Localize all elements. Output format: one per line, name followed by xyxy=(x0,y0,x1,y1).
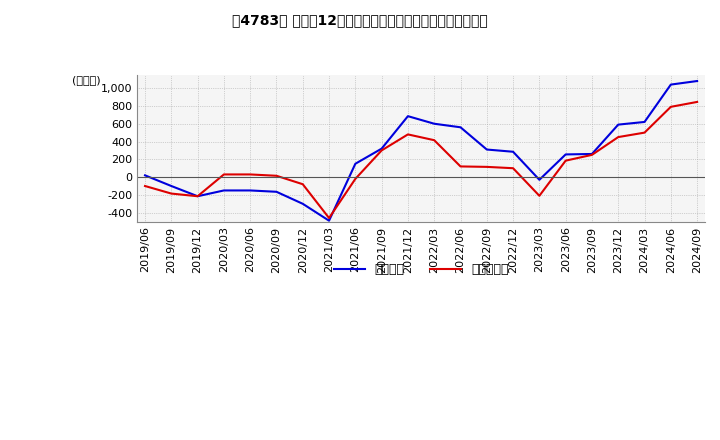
当期純利益 xyxy=(299,182,307,187)
経常利益 xyxy=(456,125,465,130)
経常利益 xyxy=(588,151,596,157)
当期純利益 xyxy=(614,135,623,140)
経常利益 xyxy=(220,188,228,193)
経常利益 xyxy=(562,152,570,157)
経常利益 xyxy=(614,122,623,127)
経常利益 xyxy=(509,149,518,154)
Line: 当期純利益: 当期純利益 xyxy=(145,102,697,218)
経常利益 xyxy=(404,114,413,119)
当期純利益 xyxy=(351,176,360,182)
当期純利益 xyxy=(193,194,202,199)
当期純利益 xyxy=(693,99,701,105)
当期純利益 xyxy=(509,165,518,171)
経常利益 xyxy=(272,189,281,194)
経常利益 xyxy=(535,177,544,183)
当期純利益 xyxy=(640,130,649,135)
当期純利益 xyxy=(325,216,333,221)
当期純利益 xyxy=(220,172,228,177)
当期純利益 xyxy=(404,132,413,137)
Text: ［4783］ 利益の12か月移動合計の対前年同期増減額の推移: ［4783］ 利益の12か月移動合計の対前年同期増減額の推移 xyxy=(232,13,488,27)
当期純利益 xyxy=(140,183,149,189)
当期純利益 xyxy=(667,104,675,110)
経常利益 xyxy=(667,82,675,87)
Legend: 経常利益, 当期純利益: 経常利益, 当期純利益 xyxy=(328,258,513,282)
Line: 経常利益: 経常利益 xyxy=(145,81,697,221)
当期純利益 xyxy=(272,173,281,178)
当期純利益 xyxy=(377,148,386,153)
経常利益 xyxy=(193,194,202,199)
経常利益 xyxy=(299,201,307,206)
経常利益 xyxy=(482,147,491,152)
当期純利益 xyxy=(246,172,254,177)
経常利益 xyxy=(325,218,333,224)
経常利益 xyxy=(140,172,149,178)
当期純利益 xyxy=(430,138,438,143)
経常利益 xyxy=(246,188,254,193)
経常利益 xyxy=(377,146,386,151)
当期純利益 xyxy=(167,191,176,196)
当期純利益 xyxy=(535,193,544,198)
経常利益 xyxy=(640,119,649,125)
経常利益 xyxy=(351,161,360,166)
経常利益 xyxy=(693,78,701,84)
当期純利益 xyxy=(588,152,596,158)
当期純利益 xyxy=(482,164,491,169)
Text: (百万円): (百万円) xyxy=(72,75,100,85)
当期純利益 xyxy=(456,164,465,169)
経常利益 xyxy=(430,121,438,126)
経常利益 xyxy=(167,183,176,189)
当期純利益 xyxy=(562,158,570,163)
